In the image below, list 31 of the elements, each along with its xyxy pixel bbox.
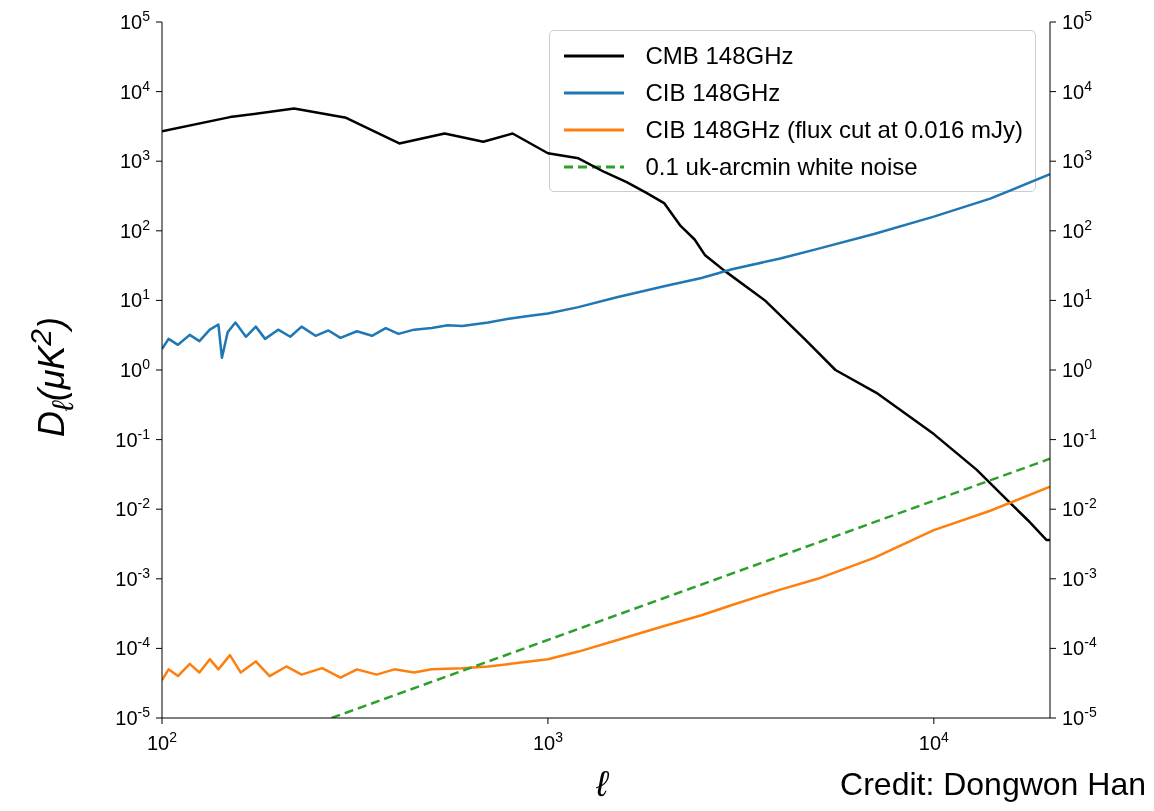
text: 10$^{1}$: [1062, 286, 1093, 312]
legend-label: CMB 148GHz: [645, 41, 794, 70]
text: 10$^{-1}$: [1062, 425, 1097, 451]
text: Credit: Dongwon Han: [840, 766, 1146, 802]
text: 10$^{0}$: [1062, 356, 1093, 381]
y-tick-label: 10$^{3}$: [119, 147, 151, 173]
text: 10$^{2}$: [1062, 216, 1093, 242]
legend-label: 0.1 uk-arcmin white noise: [645, 152, 918, 181]
y-tick-label: 10$^{-1}$: [115, 425, 151, 451]
text: 10$^{-4}$: [1062, 634, 1097, 660]
x-tick-label: 10$^{2}$: [146, 729, 178, 754]
y-tick-label: 10$^{4}$: [119, 77, 151, 103]
text: 10$^{-2}$: [1062, 495, 1097, 521]
y-tick-label: 10$^{5}$: [119, 8, 151, 33]
y-tick-label: 10$^{1}$: [119, 286, 151, 312]
y-tick-label: 10$^{0}$: [119, 356, 151, 381]
text: 10$^{3}$: [1062, 147, 1093, 173]
x-tick-label: 10$^{3}$: [532, 729, 564, 754]
legend-label: CIB 148GHz: [645, 78, 781, 107]
y-tick-label: 10$^{-2}$: [115, 495, 151, 521]
y-tick-label: 10$^{-4}$: [115, 634, 151, 660]
text: 10$^{5}$: [1062, 8, 1093, 33]
text: 10$^{-5}$: [1062, 704, 1097, 729]
text: 10$^{4}$: [1062, 77, 1093, 103]
y-tick-label: 10$^{-5}$: [115, 704, 151, 729]
y-tick-label: 10$^{2}$: [119, 216, 151, 242]
x-tick-label: 10$^{4}$: [918, 729, 950, 754]
y-tick-label: 10$^{-3}$: [115, 564, 151, 590]
legend-label: CIB 148GHz (flux cut at 0.016 mJy): [645, 115, 1023, 144]
text: 10$^{-3}$: [1062, 564, 1097, 590]
x-axis-title: ℓ: [596, 763, 608, 804]
